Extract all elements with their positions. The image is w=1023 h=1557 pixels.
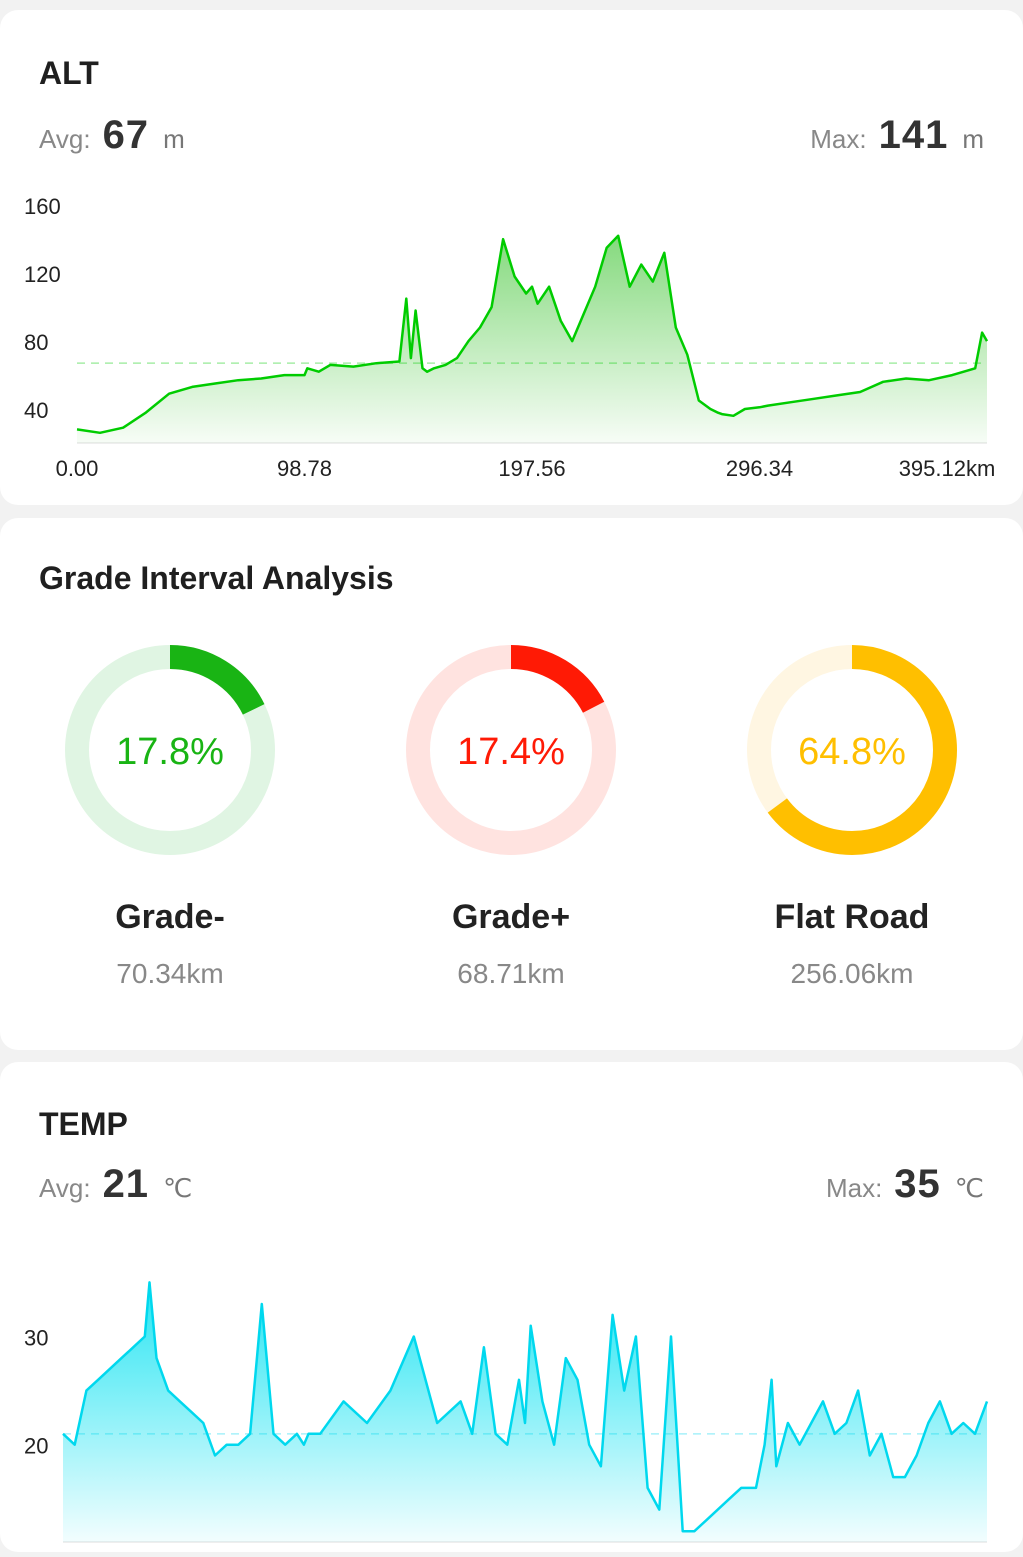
- grade-donut-chart: 17.4%: [406, 645, 616, 855]
- temp-y-tick: 20: [24, 1434, 48, 1459]
- temp-y-tick: 30: [24, 1325, 48, 1350]
- temp-series-line: [62, 1281, 989, 1533]
- temperature-stats: Avg: 21 ℃ Max: 35 ℃: [39, 1162, 984, 1212]
- grade-percent-label: 64.8%: [798, 731, 906, 773]
- temp-area-fill: [63, 1282, 987, 1542]
- altitude-max-label: Max:: [810, 124, 867, 154]
- alt-x-tick: 395.12km: [899, 456, 996, 481]
- grade-donut: 64.8%: [742, 640, 962, 860]
- grade-percent-label: 17.8%: [116, 731, 224, 773]
- grade-donut: 17.8%: [60, 640, 280, 860]
- grade-donut-arc: [406, 645, 616, 855]
- alt-series-line: [76, 234, 989, 435]
- altitude-avg-value: 67: [102, 113, 150, 157]
- temperature-avg-unit: ℃: [163, 1173, 193, 1203]
- temperature-avg: Avg: 21 ℃: [39, 1162, 192, 1207]
- temperature-avg-label: Avg:: [39, 1173, 91, 1203]
- altitude-max-value: 141: [878, 113, 949, 157]
- alt-x-tick: 197.56: [498, 456, 565, 481]
- grade-title: Grade Interval Analysis: [39, 560, 394, 596]
- altitude-card: ALT Avg: 67 m Max: 141 m 160 120 80 40 0.00 9…: [0, 10, 1023, 505]
- altitude-stats: Avg: 67 m Max: 141 m: [39, 113, 984, 163]
- altitude-avg: Avg: 67 m: [39, 113, 185, 158]
- temperature-max-value: 35: [894, 1162, 941, 1206]
- temperature-title: TEMP: [39, 1106, 128, 1142]
- grade-card: Grade Interval Analysis 17.8% Grade- 70.34…: [0, 518, 1023, 1050]
- alt-y-tick: 160: [24, 194, 61, 219]
- altitude-chart[interactable]: 160 120 80 40 0.00 98.78 197.56 296.34 395.12km: [0, 185, 1023, 485]
- temperature-max-label: Max:: [825, 1173, 883, 1203]
- grade-distance: 68.71km: [457, 958, 565, 989]
- alt-x-tick: 0.00: [56, 456, 99, 481]
- grade-donut-arc: [747, 645, 957, 855]
- alt-y-tick: 120: [24, 262, 61, 287]
- alt-y-tick: 80: [24, 330, 48, 355]
- grade-distance: 256.06km: [790, 958, 914, 989]
- grade-donut-chart: 64.8%: [747, 645, 957, 855]
- temperature-max-unit: ℃: [954, 1173, 984, 1203]
- altitude-max: Max: 141 m: [810, 113, 984, 158]
- alt-y-tick: 40: [24, 398, 48, 423]
- altitude-avg-label: Avg:: [39, 124, 91, 154]
- altitude-max-unit: m: [962, 124, 984, 154]
- temperature-avg-value: 21: [102, 1162, 150, 1206]
- altitude-title: ALT: [39, 55, 99, 91]
- grade-percent-label: 17.4%: [457, 731, 565, 773]
- alt-x-tick: 296.34: [726, 456, 793, 481]
- grade-donut-arc: [65, 645, 275, 855]
- grade-name: Flat Road: [774, 898, 930, 936]
- temperature-card: TEMP Avg: 21 ℃ Max: 35 ℃ 30200.0098.7819…: [0, 1062, 1023, 1557]
- grade-donut-chart: 17.8%: [65, 645, 275, 855]
- grade-donut: 17.4%: [401, 640, 621, 860]
- grade-name: Grade+: [451, 898, 571, 936]
- temperature-max: Max: 35 ℃: [826, 1162, 984, 1207]
- grade-name: Grade-: [115, 898, 225, 936]
- alt-x-tick: 98.78: [277, 456, 332, 481]
- alt-area-fill: [77, 235, 987, 443]
- grade-distance: 70.34km: [116, 958, 224, 989]
- altitude-avg-unit: m: [163, 124, 185, 154]
